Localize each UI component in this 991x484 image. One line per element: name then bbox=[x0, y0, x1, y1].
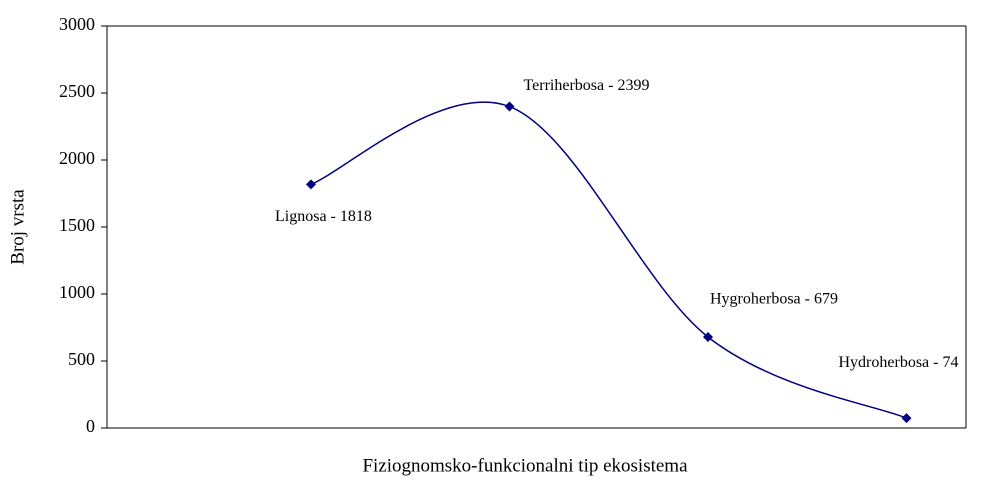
data-label: Terriherbosa - 2399 bbox=[524, 77, 650, 94]
marker bbox=[306, 179, 316, 190]
y-tick-label: 1500 bbox=[59, 215, 95, 235]
data-label: Hygroherbosa - 679 bbox=[710, 291, 838, 308]
y-tick-label: 2500 bbox=[59, 81, 95, 101]
marker bbox=[901, 413, 912, 424]
line bbox=[310, 101, 907, 419]
y-tick-label: 1000 bbox=[59, 282, 95, 302]
data-label: Hydroherbosa - 74 bbox=[839, 354, 959, 371]
marker bbox=[504, 101, 515, 112]
y-tick-label: 0 bbox=[86, 416, 95, 436]
y-axis-label: Broj vrsta bbox=[7, 189, 28, 265]
marker bbox=[703, 332, 713, 343]
y-tick-label: 3000 bbox=[59, 14, 95, 34]
y-tick-label: 500 bbox=[68, 349, 95, 369]
x-axis-label: Fiziognomsko-funkcionalni tip ekosistema bbox=[362, 455, 688, 476]
y-tick-label: 2000 bbox=[59, 148, 95, 168]
data-label: Lignosa - 1818 bbox=[275, 208, 372, 225]
